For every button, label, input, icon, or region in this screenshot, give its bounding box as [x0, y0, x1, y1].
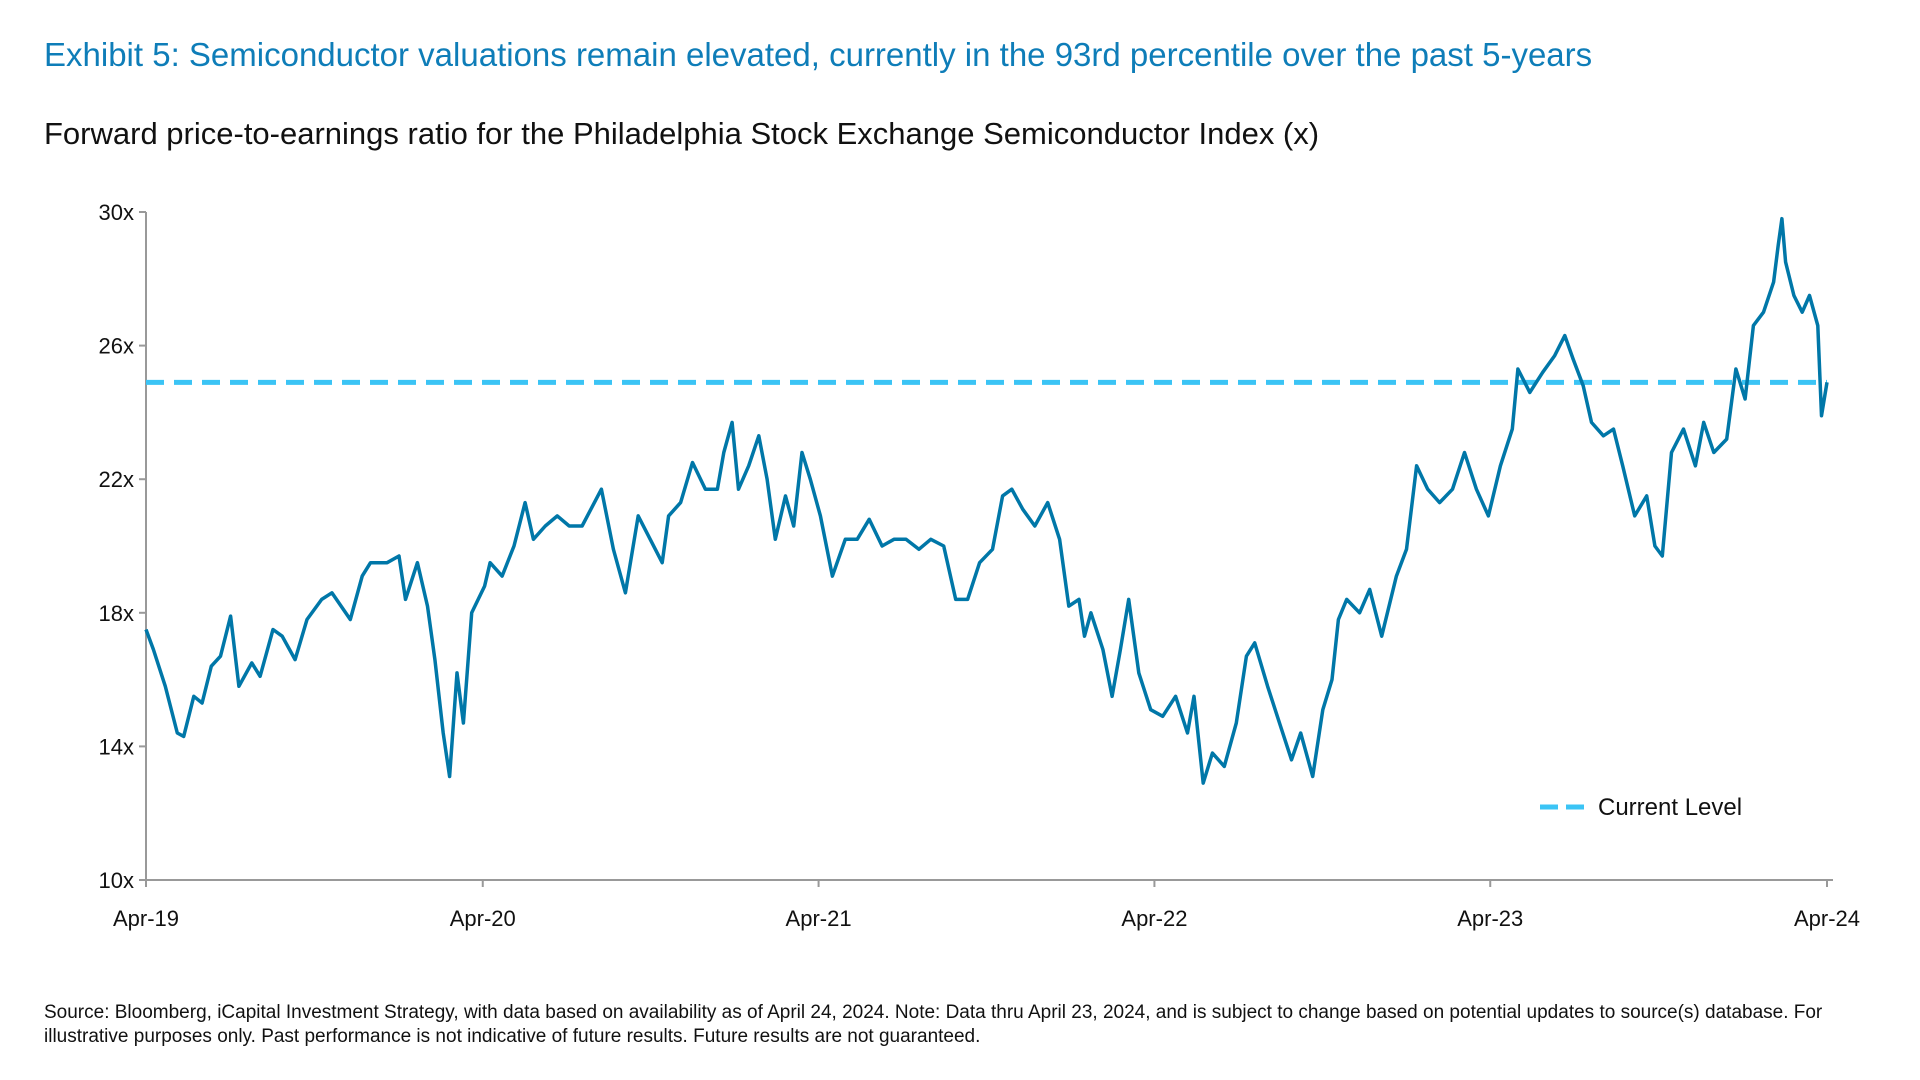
x-tick-label: Apr-21 [786, 906, 852, 931]
source-footnote: Source: Bloomberg, iCapital Investment S… [44, 1002, 1823, 1047]
x-tick-label: Apr-23 [1457, 906, 1523, 931]
legend: Current Level [1540, 794, 1742, 821]
legend-current-level-label: Current Level [1598, 794, 1742, 821]
y-tick-label: 22x [99, 467, 134, 492]
chart-subtitle: Forward price-to-earnings ratio for the … [44, 116, 1320, 151]
x-tick-label: Apr-22 [1121, 906, 1187, 931]
x-tick-label: Apr-20 [450, 906, 516, 931]
y-tick-label: 26x [99, 334, 134, 359]
y-tick-label: 30x [99, 200, 134, 225]
y-tick-label: 14x [99, 734, 134, 759]
y-tick-label: 10x [99, 868, 134, 893]
exhibit-title: Exhibit 5: Semiconductor valuations rema… [44, 36, 1593, 73]
y-tick-label: 18x [99, 601, 134, 626]
x-tick-label: Apr-19 [113, 906, 179, 931]
x-axis: Apr-19 Apr-20 Apr-21 Apr-22 Apr-23 Apr-24 [113, 879, 1860, 931]
pe-ratio-series-line [144, 216, 1829, 785]
x-tick-label: Apr-24 [1794, 906, 1860, 931]
y-axis: 10x 14x 18x 22x 26x 30x [99, 200, 147, 893]
